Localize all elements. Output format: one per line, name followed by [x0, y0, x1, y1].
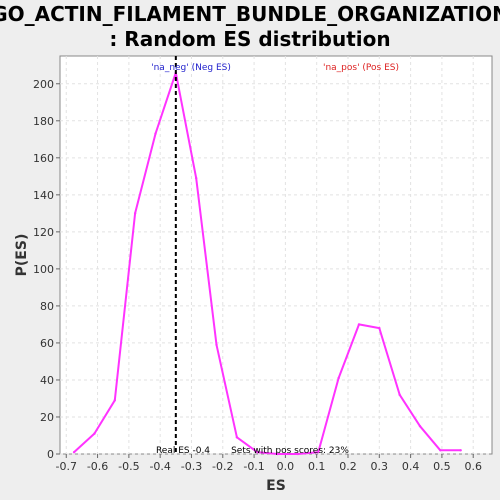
y-tick-label: 0 — [47, 448, 54, 461]
x-tick-label: -0.5 — [118, 460, 139, 473]
data-point — [194, 176, 198, 180]
data-point — [296, 452, 300, 456]
y-tick-label: 200 — [33, 78, 54, 91]
y-tick-label: 100 — [33, 263, 54, 276]
y-tick-label: 180 — [33, 115, 54, 128]
neg-es-label: 'na_neg' (Neg ES) — [151, 63, 231, 73]
x-tick-label: 0.4 — [402, 460, 420, 473]
chart-title-line1: GO_ACTIN_FILAMENT_BUNDLE_ORGANIZATION — [0, 2, 500, 26]
data-point — [459, 449, 462, 452]
x-tick-label: -0.1 — [243, 460, 264, 473]
y-tick-label: 140 — [33, 189, 54, 202]
x-tick-label: 0.2 — [339, 460, 357, 473]
plot-area — [59, 55, 493, 455]
data-point — [418, 425, 422, 428]
data-point — [256, 450, 259, 454]
x-tick-label: -0.7 — [56, 460, 77, 473]
y-tick-label: 40 — [40, 374, 54, 387]
x-axis-ticks: -0.7 -0.6 -0.5 -0.4 -0.3 -0.2 -0.1 0.0 0.1 0.2 0.3… — [56, 454, 482, 473]
series-line — [73, 71, 461, 455]
data-point — [357, 323, 361, 326]
x-axis-label: ES — [266, 478, 286, 494]
x-tick-label: -0.2 — [212, 460, 233, 473]
y-tick-label: 80 — [40, 300, 54, 313]
real-es-text: Real ES -0.4 — [156, 446, 210, 456]
data-point — [215, 343, 218, 346]
data-point — [378, 326, 381, 330]
data-point — [439, 449, 442, 452]
data-point — [113, 399, 116, 402]
x-tick-label: -0.4 — [149, 460, 170, 473]
pos-sets-text: Sets with pos scores: 23% — [231, 446, 349, 456]
data-point — [276, 452, 279, 456]
data-point — [154, 132, 157, 135]
x-tick-label: 0.0 — [277, 460, 295, 473]
y-axis-ticks: 0 20 40 60 80 100 120 140 160 180 200 — [33, 78, 60, 461]
y-tick-label: 60 — [40, 337, 54, 350]
x-tick-label: -0.3 — [181, 460, 202, 473]
x-tick-label: 0.6 — [464, 460, 482, 473]
data-point — [93, 432, 96, 435]
data-point — [235, 436, 239, 439]
data-point — [133, 212, 137, 215]
y-axis-label: P(ES) — [14, 234, 30, 277]
data-point — [337, 376, 340, 380]
x-tick-label: -0.6 — [87, 460, 108, 473]
pos-es-label: 'na_pos' (Pos ES) — [323, 63, 399, 73]
grid-lines — [60, 56, 492, 455]
x-tick-label: 0.5 — [433, 460, 451, 473]
x-tick-label: 0.3 — [371, 460, 389, 473]
data-point — [398, 393, 401, 396]
data-point — [317, 450, 320, 454]
y-tick-label: 20 — [40, 411, 54, 424]
y-tick-label: 120 — [33, 226, 54, 239]
chart-title-line2: : Random ES distribution — [109, 27, 390, 51]
x-tick-label: 0.1 — [308, 460, 326, 473]
y-tick-label: 160 — [33, 152, 54, 165]
data-point — [72, 450, 76, 454]
